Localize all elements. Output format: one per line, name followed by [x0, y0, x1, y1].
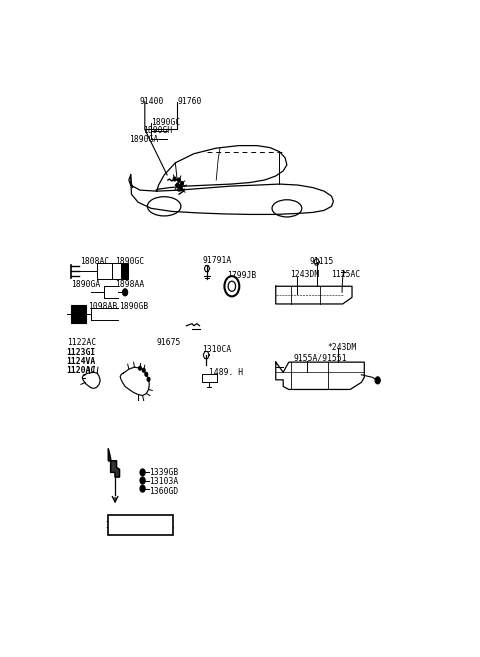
Bar [71, 305, 86, 323]
Circle shape [139, 366, 142, 371]
Text: 1098AB: 1098AB [88, 302, 117, 311]
Circle shape [140, 485, 145, 492]
Text: 1124VA: 1124VA [67, 357, 96, 366]
Text: 1890GA: 1890GA [71, 281, 100, 289]
Text: 1125AC: 1125AC [332, 269, 361, 279]
Text: 91675: 91675 [156, 338, 181, 348]
Circle shape [180, 187, 182, 191]
Text: 1243DM: 1243DM [290, 269, 319, 279]
Text: 1890GC: 1890GC [151, 118, 180, 127]
Ellipse shape [147, 196, 181, 216]
Text: 1310CA: 1310CA [202, 346, 231, 355]
Text: 9155A/91551: 9155A/91551 [294, 353, 347, 363]
Text: 1890GC: 1890GC [115, 258, 144, 267]
Text: 13103A: 13103A [149, 476, 179, 486]
Text: 1489. H: 1489. H [209, 368, 243, 376]
Circle shape [228, 281, 236, 291]
Circle shape [180, 181, 183, 185]
Text: 1123GI: 1123GI [67, 348, 96, 357]
Circle shape [225, 276, 240, 296]
Text: 1890GH: 1890GH [143, 126, 172, 135]
Text: *243DM: *243DM [328, 344, 357, 352]
Bar [108, 515, 173, 535]
Bar [121, 263, 128, 279]
Circle shape [140, 469, 145, 476]
Text: 1360GD: 1360GD [149, 487, 179, 495]
Text: 1890GA: 1890GA [129, 135, 158, 143]
Circle shape [140, 477, 145, 484]
Text: 1120AC: 1120AC [67, 366, 96, 374]
Text: 1808AC: 1808AC [81, 258, 110, 267]
Text: 1890GB: 1890GB [119, 302, 148, 311]
Text: 1122AC: 1122AC [67, 338, 96, 348]
Circle shape [142, 368, 145, 373]
Text: 91115: 91115 [309, 258, 334, 267]
Polygon shape [108, 449, 120, 477]
Text: 91400: 91400 [140, 97, 164, 106]
Polygon shape [83, 373, 100, 388]
Text: IGNITION COIL: IGNITION COIL [107, 520, 175, 530]
Text: 91791A: 91791A [202, 256, 231, 265]
Polygon shape [120, 367, 149, 396]
Text: 1799JB: 1799JB [227, 271, 256, 280]
Circle shape [147, 377, 150, 381]
Circle shape [122, 289, 128, 296]
Text: 1339GB: 1339GB [149, 468, 179, 477]
Circle shape [375, 377, 380, 384]
Circle shape [145, 373, 148, 376]
Circle shape [173, 177, 176, 181]
Bar [202, 374, 217, 382]
Circle shape [178, 178, 180, 182]
Bar [112, 263, 121, 279]
Ellipse shape [272, 200, 302, 217]
Text: 91760: 91760 [177, 97, 202, 106]
Circle shape [176, 183, 179, 187]
Text: 1898AA: 1898AA [115, 281, 144, 289]
